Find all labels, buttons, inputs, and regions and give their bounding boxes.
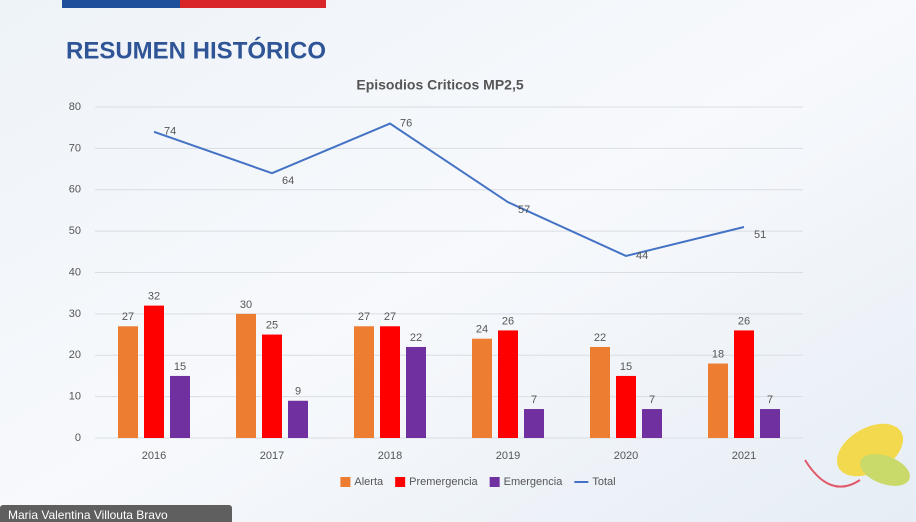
y-tick-label: 30 bbox=[69, 308, 81, 320]
top-bar-red bbox=[180, 0, 326, 8]
data-label: 26 bbox=[738, 315, 750, 327]
x-tick-label: 2021 bbox=[732, 450, 756, 462]
legend-swatch bbox=[395, 477, 406, 487]
legend-swatch bbox=[340, 477, 351, 487]
data-label: 7 bbox=[767, 394, 773, 406]
bar bbox=[118, 326, 138, 438]
x-tick-label: 2020 bbox=[614, 450, 638, 462]
decoration bbox=[804, 423, 910, 488]
data-label: 32 bbox=[148, 291, 160, 303]
data-label: 30 bbox=[240, 299, 252, 311]
bar bbox=[616, 375, 636, 438]
presenter-name: Maria Valentina Villouta Bravo bbox=[8, 508, 168, 522]
data-label: 76 bbox=[400, 117, 412, 129]
data-label: 25 bbox=[266, 319, 278, 331]
y-tick-label: 20 bbox=[69, 349, 81, 361]
data-label: 22 bbox=[410, 332, 422, 344]
bar bbox=[380, 326, 400, 438]
x-tick-label: 2017 bbox=[260, 450, 284, 462]
data-label: 18 bbox=[712, 348, 724, 360]
data-label: 26 bbox=[502, 315, 514, 327]
bar bbox=[734, 330, 754, 438]
legend-label: Alerta bbox=[354, 476, 384, 488]
data-label: 24 bbox=[476, 324, 488, 336]
chart-title: Episodios Criticos MP2,5 bbox=[356, 77, 523, 93]
legend-label: Emergencia bbox=[504, 476, 564, 488]
legend-label: Total bbox=[592, 476, 615, 488]
y-tick-label: 40 bbox=[69, 266, 81, 278]
x-tick-label: 2016 bbox=[142, 450, 166, 462]
data-label: 27 bbox=[122, 311, 134, 323]
bar bbox=[590, 346, 610, 438]
top-bar-blue bbox=[62, 0, 180, 8]
data-label: 57 bbox=[518, 204, 530, 216]
bar bbox=[708, 363, 728, 438]
presenter-box bbox=[0, 505, 232, 522]
data-label: 64 bbox=[282, 175, 294, 187]
bar bbox=[354, 326, 374, 438]
x-tick-label: 2019 bbox=[496, 450, 520, 462]
data-label: 9 bbox=[295, 386, 301, 398]
bar bbox=[236, 313, 256, 438]
bar bbox=[524, 409, 544, 438]
data-label: 27 bbox=[358, 311, 370, 323]
data-label: 74 bbox=[164, 126, 176, 138]
x-tick-label: 2018 bbox=[378, 450, 402, 462]
data-label: 51 bbox=[754, 229, 766, 241]
line bbox=[153, 122, 745, 258]
bar bbox=[406, 346, 426, 438]
data-label: 15 bbox=[620, 361, 632, 373]
y-tick-label: 70 bbox=[69, 142, 81, 154]
bar bbox=[144, 305, 164, 438]
bar bbox=[760, 409, 780, 438]
legend-swatch bbox=[489, 477, 500, 487]
bar bbox=[472, 338, 492, 438]
data-label: 15 bbox=[174, 361, 186, 373]
bar bbox=[262, 334, 282, 438]
slide-title: RESUMEN HISTÓRICO bbox=[66, 36, 326, 64]
bar bbox=[642, 409, 662, 438]
y-tick-label: 80 bbox=[69, 101, 81, 113]
y-tick-label: 10 bbox=[69, 391, 81, 403]
bar bbox=[498, 330, 518, 438]
y-tick-label: 0 bbox=[75, 432, 81, 444]
y-tick-label: 60 bbox=[69, 184, 81, 196]
data-label: 7 bbox=[649, 394, 655, 406]
bar bbox=[170, 375, 190, 438]
legend-label: Premergencia bbox=[409, 476, 478, 488]
data-label: 44 bbox=[636, 250, 648, 262]
y-tick-label: 50 bbox=[69, 225, 81, 237]
data-label: 22 bbox=[594, 332, 606, 344]
bar bbox=[288, 400, 308, 438]
data-label: 27 bbox=[384, 311, 396, 323]
data-label: 7 bbox=[531, 394, 537, 406]
